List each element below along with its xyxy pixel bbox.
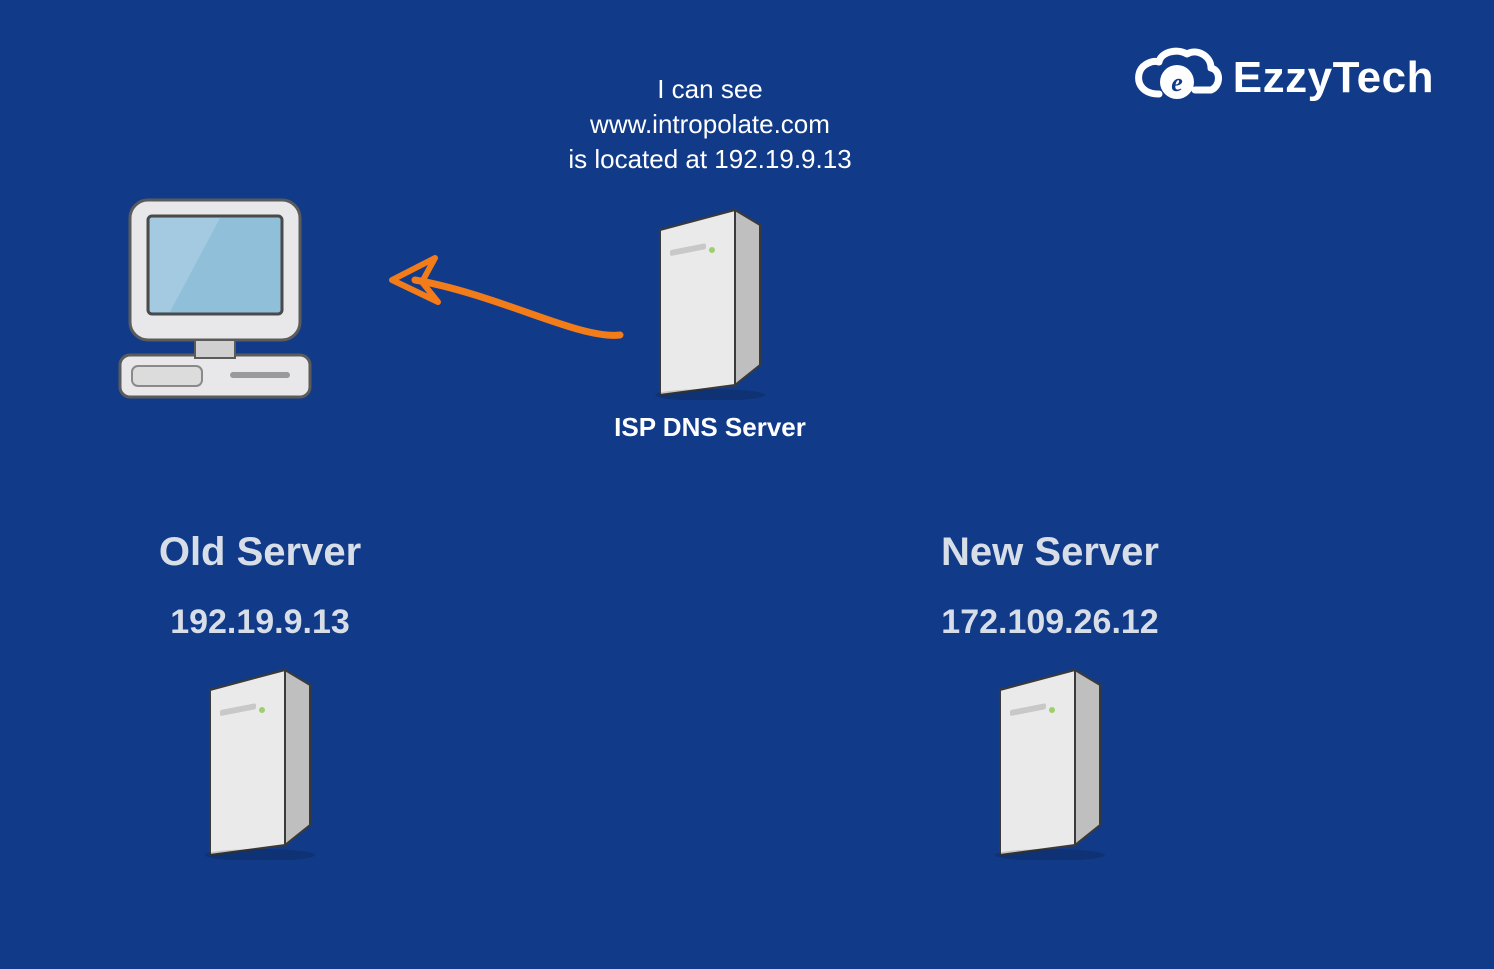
new-server-ip: 172.109.26.12 (870, 603, 1230, 642)
dns-caption: I can see www.intropolate.com is located… (500, 72, 920, 177)
cloud-e-icon: e (1131, 46, 1223, 110)
server-icon (190, 660, 330, 860)
dns-caption-line3: is located at 192.19.9.13 (500, 142, 920, 177)
old-server-block: Old Server 192.19.9.13 (100, 530, 420, 860)
svg-text:e: e (1171, 68, 1183, 97)
old-server-ip: 192.19.9.13 (100, 603, 420, 642)
old-server-title: Old Server (100, 530, 420, 575)
dns-caption-line2: www.intropolate.com (500, 107, 920, 142)
brand-name: EzzyTech (1233, 53, 1434, 103)
diagram-stage: e EzzyTech I can see www.intropolate.com… (0, 0, 1494, 969)
new-server-block: New Server 172.109.26.12 (870, 530, 1230, 860)
brand-logo: e EzzyTech (1131, 46, 1434, 110)
isp-dns-label: ISP DNS Server (580, 410, 840, 445)
new-server-title: New Server (870, 530, 1230, 575)
arrow-dns-to-client (380, 240, 640, 360)
dns-caption-line1: I can see (500, 72, 920, 107)
client-computer (100, 180, 330, 415)
server-icon (980, 660, 1120, 860)
isp-dns-server (640, 200, 780, 405)
computer-icon (100, 180, 330, 410)
server-icon (640, 200, 780, 400)
